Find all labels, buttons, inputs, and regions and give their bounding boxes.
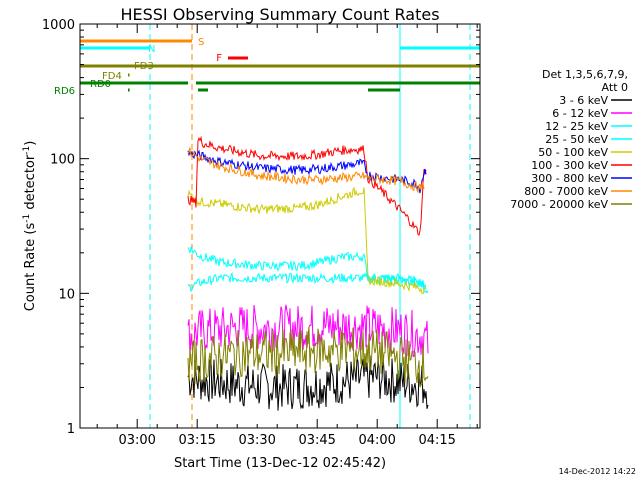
y-axis-label-end: ) <box>23 141 38 146</box>
legend-header: Att 0 <box>602 81 628 94</box>
legend-label: 50 - 100 keV <box>538 146 608 159</box>
y-axis-label-main: Count Rate (s <box>23 223 38 312</box>
plot-frame <box>79 23 481 429</box>
x-tick-label: 03:00 <box>118 433 155 448</box>
series-line-6 <box>187 149 427 194</box>
y-tick-label: 10 <box>58 287 75 302</box>
axes: 1 10 100 1000 03:00 03:15 03:30 03:45 04:00 04:15 <box>42 18 481 448</box>
x-tick-label: 03:15 <box>178 433 215 448</box>
x-tick-label: 04:15 <box>418 433 455 448</box>
y-tick-label: 1 <box>67 422 75 437</box>
legend-label: 7000 - 20000 keV <box>510 198 608 211</box>
state-label-rd6: RD6 <box>54 86 75 97</box>
y-axis-label-sup2: -1 <box>22 146 32 155</box>
series-line-8 <box>187 327 429 388</box>
x-tick-label: 03:45 <box>298 433 335 448</box>
y-axis-label-sup1: -1 <box>22 214 32 223</box>
series-line-2 <box>187 271 429 294</box>
legend-label: 12 - 25 keV <box>545 120 608 133</box>
y-tick-label: 1000 <box>42 18 75 33</box>
state-label-n: N <box>148 44 155 55</box>
legend-header: Det 1,3,5,6,7,9, <box>542 68 628 81</box>
state-label-f: F <box>216 53 222 64</box>
series-line-3 <box>187 246 427 290</box>
x-tick-label: 04:00 <box>358 433 395 448</box>
state-label-fd4: FD4 <box>102 71 122 82</box>
state-label-s: S <box>198 37 204 48</box>
legend-label: 800 - 7000 keV <box>524 185 608 198</box>
legend-label: 25 - 50 keV <box>545 133 608 146</box>
y-tick-label: 100 <box>50 153 75 168</box>
state-label-rd0: RD0 <box>90 79 111 90</box>
y-axis-label: Count Rate (s-1 detector-1) <box>22 141 38 312</box>
legend-label: 3 - 6 keV <box>559 94 608 107</box>
footer-date: 14-Dec-2012 14:22 <box>559 467 636 476</box>
series-lines <box>187 135 429 411</box>
chart-title: HESSI Observing Summary Count Rates <box>120 5 439 24</box>
state-label-fd3: FD3 <box>134 61 154 72</box>
series-line-4 <box>187 186 427 295</box>
legend-label: 6 - 12 keV <box>552 107 608 120</box>
legend-label: 100 - 300 keV <box>531 159 608 172</box>
series-line-0 <box>187 355 429 411</box>
y-axis-label-mid: detector <box>23 154 38 214</box>
series-line-5 <box>187 135 427 236</box>
x-tick-label: 03:30 <box>238 433 275 448</box>
legend-label: 300 - 800 keV <box>531 172 608 185</box>
x-axis-label: Start Time (13-Dec-12 02:45:42) <box>174 456 386 471</box>
series-line-7 <box>187 147 425 194</box>
